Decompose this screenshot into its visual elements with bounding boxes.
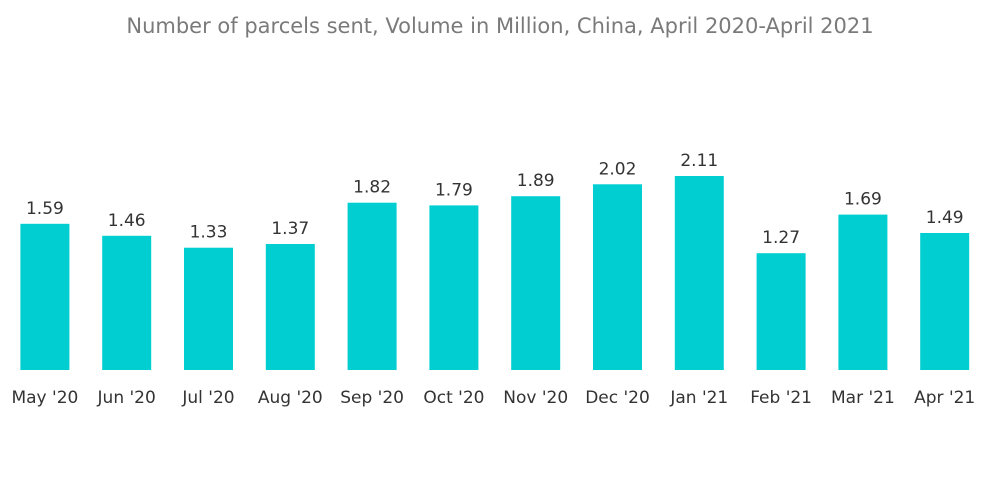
bar-Feb '21 [756, 253, 806, 370]
value-label: 1.46 [108, 211, 146, 231]
value-label: 1.59 [26, 199, 64, 219]
value-label: 1.69 [844, 190, 882, 210]
category-label: Oct '20 [423, 388, 484, 408]
bar-Sep '20 [347, 202, 397, 370]
bar-Jul '20 [184, 247, 233, 370]
value-label: 1.89 [517, 171, 555, 191]
category-label: Mar '21 [831, 388, 895, 408]
bar-Dec '20 [593, 184, 642, 370]
category-label: Dec '20 [585, 388, 650, 408]
value-label: 1.27 [762, 228, 800, 248]
bar-Oct '20 [429, 205, 479, 370]
category-label: Jul '20 [181, 388, 234, 408]
bar-Jun '20 [102, 235, 152, 370]
category-label: Feb '21 [750, 388, 812, 408]
category-label: May '20 [11, 388, 78, 408]
category-label: Nov '20 [503, 388, 568, 408]
value-label: 2.02 [599, 159, 637, 179]
category-label: Apr '21 [914, 388, 975, 408]
bar-May '20 [20, 223, 70, 370]
value-label: 1.79 [435, 180, 473, 200]
bar-Apr '21 [920, 233, 970, 370]
category-label: Aug '20 [258, 388, 323, 408]
bar-Aug '20 [265, 244, 315, 370]
chart-title: Number of parcels sent, Volume in Millio… [126, 14, 874, 38]
bar-Mar '21 [838, 214, 888, 370]
bar-Nov '20 [511, 196, 561, 370]
value-label: 1.33 [190, 223, 228, 243]
value-label: 2.11 [680, 151, 718, 171]
category-label: Jun '20 [97, 388, 156, 408]
bar-Jan '21 [674, 176, 724, 370]
value-label: 1.37 [271, 219, 309, 239]
category-label: Jan '21 [669, 388, 728, 408]
category-label: Sep '20 [340, 388, 404, 408]
value-label: 1.49 [926, 208, 964, 228]
value-label: 1.82 [353, 178, 391, 198]
